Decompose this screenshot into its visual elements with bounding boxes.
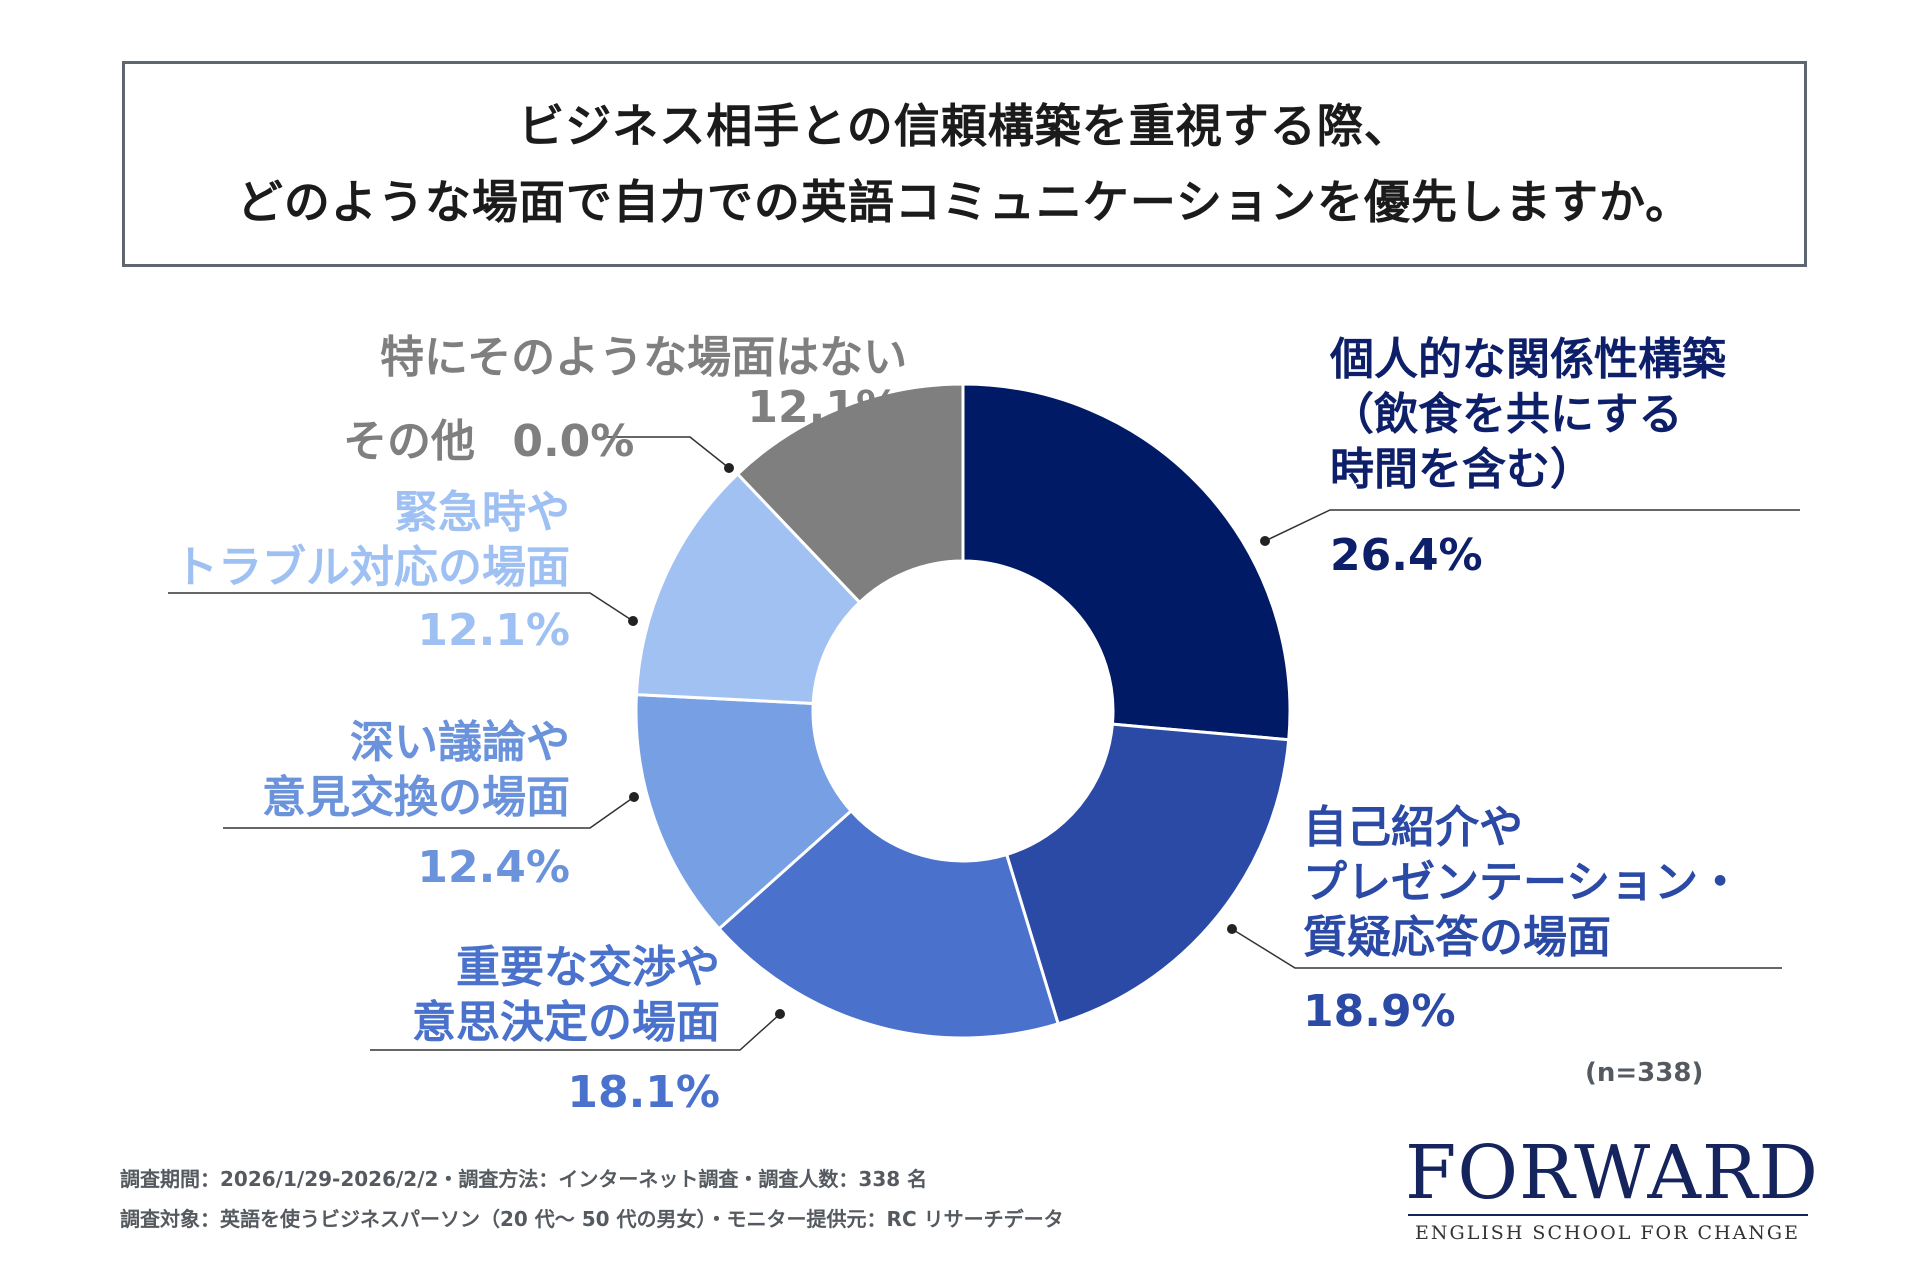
label-line: トラブル対応の場面	[174, 542, 570, 593]
slice-0	[961, 382, 1292, 742]
label-line: 自己紹介や	[1303, 802, 1523, 853]
title-box: ビジネス相手との信頼構築を重視する際、 どのような場面で自力での英語コミュニケー…	[122, 61, 1807, 267]
slice-label-discussion: 深い議論や 意見交換の場面	[180, 715, 570, 825]
leader-dot-4	[628, 616, 638, 626]
slice-value-negotiation: 18.1%	[567, 1067, 720, 1118]
leader-line-4	[168, 592, 634, 622]
footer-line-1: 調査期間：2026/1/29-2026/2/2・調査方法：インターネット調査・調…	[120, 1167, 928, 1191]
leader-line-1	[1231, 928, 1782, 969]
label-line: 特にそのような場面はない	[380, 332, 908, 383]
slice-4	[634, 471, 862, 706]
label-line: 質疑応答の場面	[1303, 912, 1611, 963]
label-line: 緊急時や	[394, 487, 570, 538]
leader-line-2	[370, 1013, 781, 1051]
footer-line-2: 調査対象：英語を使うビジネスパーソン（20 代〜 50 代の男女）・モニター提供…	[120, 1207, 1064, 1231]
leader-line-5	[607, 436, 730, 469]
title-line-2: どのような場面で自力での英語コミュニケーションを優先しますか。	[236, 175, 1693, 229]
leader-dot-1	[1227, 924, 1237, 934]
title-line-1: ビジネス相手との信頼構築を重視する際、	[518, 99, 1411, 153]
label-line: 意見交換の場面	[262, 772, 570, 823]
label-line: 意思決定の場面	[412, 997, 720, 1048]
label-line: 深い議論や	[350, 717, 570, 768]
slice-1	[1004, 722, 1291, 1026]
leader-dot-5	[724, 463, 734, 473]
slice-label-personal-relationship: 個人的な関係性構築 （飲食を共にする 時間を含む）	[1330, 332, 1726, 497]
label-line: 重要な交渉や	[456, 942, 720, 993]
slice-label-negotiation: 重要な交渉や 意思決定の場面	[330, 940, 720, 1050]
forward-logo: FORWARD	[1405, 1130, 1819, 1216]
logo-tagline: ENGLISH SCHOOL FOR CHANGE	[1415, 1222, 1800, 1244]
leader-dot-3	[629, 792, 639, 802]
leader-lines	[168, 436, 1800, 1051]
sample-size-note: (n=338)	[1585, 1058, 1704, 1088]
slice-3	[634, 692, 854, 931]
slice-label-emergency: 緊急時や トラブル対応の場面	[150, 485, 570, 595]
slice-value-personal-relationship: 26.4%	[1330, 530, 1483, 581]
label-line: プレゼンテーション・	[1303, 857, 1743, 908]
donut-slices	[634, 382, 1292, 1040]
slice-value-presentation: 18.9%	[1303, 986, 1456, 1037]
label-line: 個人的な関係性構築	[1330, 334, 1726, 385]
slice-label-presentation: 自己紹介や プレゼンテーション・ 質疑応答の場面	[1303, 800, 1742, 965]
label-line: （飲食を共にする	[1330, 389, 1683, 440]
label-text: その他	[343, 416, 475, 467]
label-line: 時間を含む）	[1330, 444, 1594, 495]
slice-label-other: その他 0.0%	[343, 414, 634, 469]
slice-value-discussion: 12.4%	[417, 842, 570, 893]
slice-2	[716, 808, 1061, 1040]
leader-line-3	[223, 796, 635, 829]
logo-divider	[1408, 1214, 1808, 1216]
value-text: 0.0%	[512, 416, 635, 467]
leader-dot-0	[1260, 536, 1270, 546]
slice-value-none: 12.1%	[747, 382, 900, 433]
slice-label-none: 特にそのような場面はない	[380, 330, 908, 385]
leader-dot-2	[775, 1009, 785, 1019]
slice-value-emergency: 12.1%	[417, 605, 570, 656]
slice-6	[735, 382, 965, 605]
leader-line-0	[1264, 509, 1800, 542]
